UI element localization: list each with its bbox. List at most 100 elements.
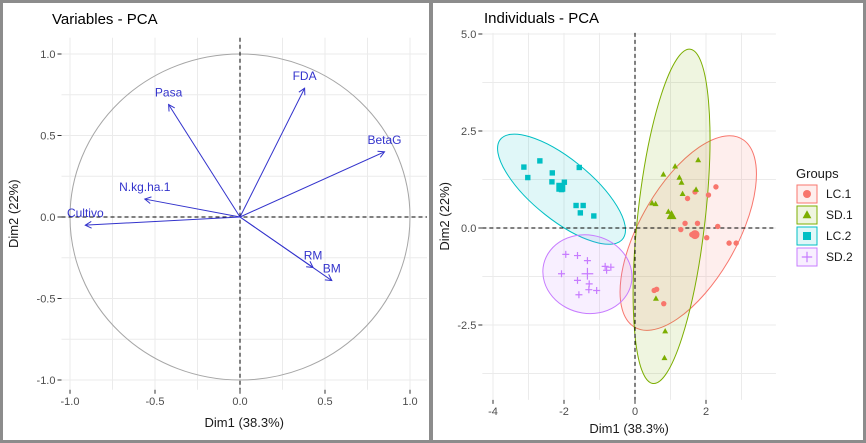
data-point-triangle [695,156,702,163]
legend-marker-plus-icon [801,251,813,263]
individuals-pca-plot: -4 -2 0 2 5.0 2.5 0.0 -2.5 Dim1 (38.3%) Dim2 (22%… [437,10,853,436]
data-point-plus [575,291,583,299]
legend-label: SD.2 [826,250,853,264]
data-point-triangle [661,354,668,361]
y-tick-label: 5.0 [461,29,476,41]
legend-label: SD.1 [826,208,853,222]
data-point-plus [583,257,591,265]
group-mean-point [690,230,700,240]
data-point-circle [705,192,712,198]
legend: Groups LC.1 SD.1 LC.2 SD.2 [796,166,853,267]
data-point-square [561,179,568,185]
x-tick-label: 0.0 [232,396,247,408]
data-point-plus [573,252,581,260]
y-axis-title: Dim2 (22%) [437,182,452,251]
data-point-triangle [676,174,683,180]
data-point-circle [661,300,667,307]
arrow-head-icon [324,274,333,282]
legend-label: LC.2 [826,229,852,243]
variable-label: Pasa [155,86,183,100]
arrow-head-icon [168,103,175,112]
variable-arrow [85,216,241,226]
group-mean-point [581,267,594,280]
y-tick-label: 0.5 [40,131,55,143]
data-point-circle [682,220,688,227]
data-point-triangle [652,295,659,301]
panel-divider [429,0,433,443]
data-point-circle [726,240,732,246]
y-tick-label: -2.5 [457,320,476,332]
confidence-ellipses [483,45,783,388]
legend-label: LC.1 [826,187,852,201]
variable-label: N.kg.ha.1 [119,180,171,194]
arrow-head-icon [298,87,306,96]
variable-arrow [239,151,385,218]
data-point-plus [573,276,581,284]
data-point-circle [704,235,710,241]
y-tick-label: 0.0 [40,212,55,224]
y-tick-label: 1.0 [40,49,55,61]
data-point-square [549,179,555,185]
data-point-triangle [649,199,656,206]
x-tick-label: 2 [703,406,709,418]
plot-panel [482,32,776,400]
variable-arrow [239,216,333,281]
x-tick-label: 1.0 [402,396,417,408]
x-tick-label: -0.5 [146,396,165,408]
data-point-circle [694,220,701,227]
x-tick-label: -1.0 [61,396,80,408]
data-point-triangle [662,327,669,334]
data-point-plus [601,262,609,270]
x-tick-label: -4 [488,406,498,418]
data-point-square [549,170,555,176]
legend-title: Groups [796,166,839,181]
y-tick-label: -0.5 [37,294,56,306]
variable-label: BetaG [367,133,401,147]
data-point-square [525,174,531,181]
data-point-circle [733,240,739,246]
data-point-triangle [652,200,659,207]
legend-marker-circle-icon [803,190,811,198]
data-point-triangle [665,208,672,214]
x-tick-label: 0.5 [317,396,332,408]
data-point-square [521,164,527,170]
data-point-square [580,202,586,209]
x-axis-title: Dim1 (38.3%) [205,415,284,430]
variable-arrow [168,104,241,218]
group-mean-point [556,182,566,192]
y-tick-label: 2.5 [461,126,476,138]
data-point-circle [684,195,691,202]
data-point-square [577,210,584,216]
y-tick-label: 0.0 [461,223,476,235]
x-tick-label: -2 [559,406,569,418]
data-point-circle [713,184,719,190]
data-point-square [576,164,582,171]
x-axis-title: Dim1 (38.3%) [589,421,668,436]
data-point-triangle [679,190,686,197]
data-point-plus [558,270,566,278]
data-point-square [537,158,543,164]
arrow-head-icon [143,196,152,204]
y-tick-label: -1.0 [37,375,56,387]
variable-label: FDA [293,69,317,83]
arrow-head-icon [84,221,92,229]
data-point-triangle [693,186,700,192]
variable-arrow [144,198,241,218]
confidence-ellipse-lc-1 [593,112,783,355]
data-point-plus [607,263,615,271]
data-point-triangle [678,179,685,185]
data-point-square [573,202,579,209]
data-point-circle [653,286,660,293]
variables-pca-plot: -1.0 -0.5 0.0 0.5 1.0 1.0 0.5 0.0 -0.5 -1.0 Dim1 (… [6,11,427,430]
y-axis-title: Dim2 (22%) [6,179,21,248]
plot-panel [61,37,427,390]
arrow-head-icon [377,150,386,158]
legend-marker-triangle-icon [802,210,812,219]
variable-label: RM [304,249,323,263]
data-point-plus [603,266,611,274]
data-point-circle [678,226,684,233]
variable-label: Cultivo [67,206,104,220]
